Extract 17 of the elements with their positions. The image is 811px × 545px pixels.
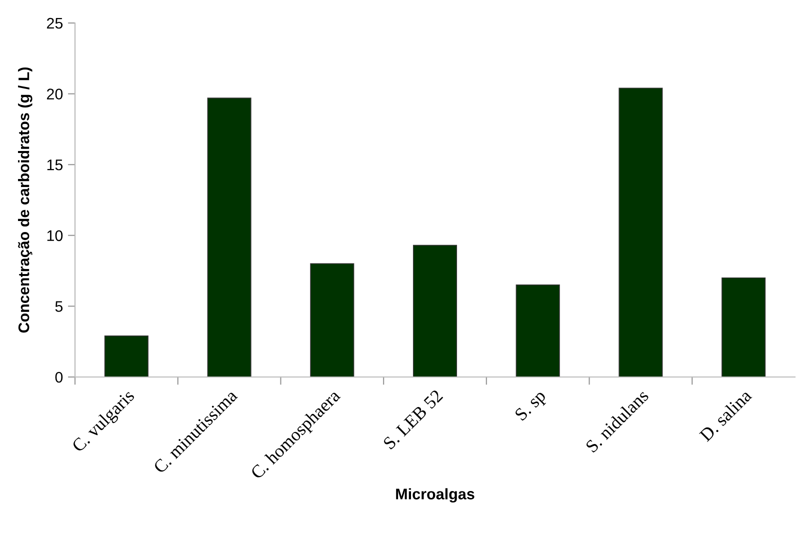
bar (722, 277, 766, 377)
x-tick-label: S. LEB 52 (382, 389, 444, 450)
bar (516, 284, 560, 377)
bar (412, 244, 458, 377)
y-axis-title: Concentração de carboidratos (g / L) (18, 67, 32, 333)
bar (207, 98, 252, 377)
bar (310, 263, 354, 377)
y-tick-label: 0 (55, 372, 63, 383)
y-tick-label: 20 (46, 88, 63, 100)
x-axis-title: Microalgas (396, 488, 474, 503)
y-tick-label: 5 (55, 301, 63, 312)
y-tick-label: 15 (47, 160, 63, 170)
x-tick-label: S. sp (514, 389, 549, 424)
y-tick-label: 25 (46, 18, 63, 29)
y-tick-label: 10 (47, 230, 63, 242)
bar (104, 336, 148, 377)
bar (618, 88, 663, 377)
